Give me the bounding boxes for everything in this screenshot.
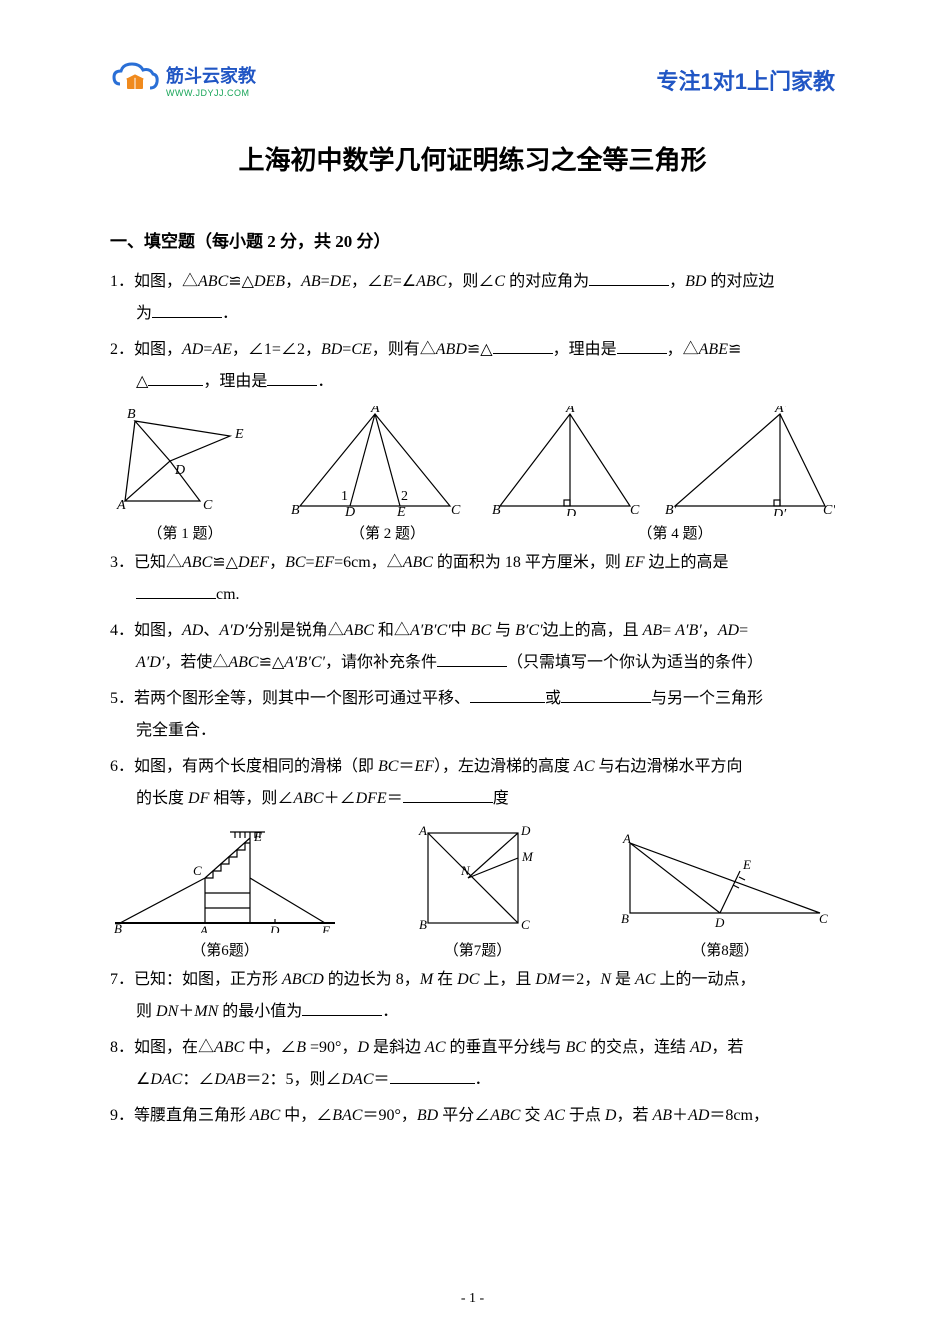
page: 筋斗云家教 WWW.JDYJJ.COM 专注1对1上门家教 上海初中数学几何证明… — [0, 0, 945, 1337]
blank — [589, 267, 669, 286]
blank — [493, 335, 553, 354]
header: 筋斗云家教 WWW.JDYJJ.COM 专注1对1上门家教 — [110, 60, 835, 100]
blank — [302, 997, 382, 1016]
caption: （第7题） — [398, 939, 558, 960]
caption: （第6题） — [110, 939, 340, 960]
svg-text:B: B — [492, 503, 501, 516]
logo-icon — [110, 60, 160, 100]
svg-text:D: D — [565, 507, 576, 516]
svg-text:C: C — [193, 863, 202, 878]
svg-text:E: E — [742, 857, 751, 872]
question-4: 4．如图，AD、A′D′分别是锐角△ABC 和△A′B′C′中 BC 与 B′C… — [110, 615, 835, 679]
question-3: 3．已知△ABC≌△DEF，BC=EF=6cm，△ABC 的面积为 18 平方厘… — [110, 547, 835, 611]
caption-row-1: （第 1 题） （第 2 题） （第 4 题） — [110, 518, 835, 543]
question-1: 1．如图，△ABC≌△DEB，AB=DE，∠E=∠ABC，则∠C 的对应角为，B… — [110, 266, 835, 330]
question-6: 6．如图，有两个长度相同的滑梯（即 BC＝EF），左边滑梯的高度 AC 与右边滑… — [110, 751, 835, 815]
logo-url: WWW.JDYJJ.COM — [166, 88, 256, 98]
svg-text:D′: D′ — [772, 507, 787, 516]
blank — [390, 1065, 475, 1084]
figure-row-2: B A C E D F A D B C M N — [110, 823, 835, 933]
svg-text:B: B — [291, 503, 300, 516]
svg-text:D: D — [269, 923, 280, 933]
svg-text:B: B — [621, 911, 629, 926]
figure-q8: A B C D E — [615, 833, 835, 933]
question-5: 5．若两个图形全等，则其中一个图形可通过平移、或与另一个三角形 完全重合． — [110, 683, 835, 747]
svg-text:M: M — [521, 849, 534, 864]
caption: （第8题） — [615, 939, 835, 960]
svg-text:D: D — [344, 505, 355, 516]
blank — [561, 684, 651, 703]
caption-row-2: （第6题） （第7题） （第8题） — [110, 935, 835, 960]
blank — [470, 684, 545, 703]
page-number: - 1 - — [0, 1291, 945, 1307]
figure-row-1: B E D A C A B D E C 1 2 — [110, 406, 835, 516]
svg-text:D: D — [520, 823, 531, 838]
svg-text:E: E — [253, 829, 262, 844]
svg-text:B′: B′ — [665, 503, 678, 516]
blank — [437, 648, 507, 667]
question-2: 2．如图，AD=AE，∠1=∠2，BD=CE，则有△ABD≌△，理由是，△ABE… — [110, 334, 835, 398]
figure-q6: B A C E D F — [110, 823, 340, 933]
section-heading: 一、填空题（每小题 2 分，共 20 分） — [110, 227, 835, 252]
svg-text:E: E — [396, 505, 406, 516]
blank — [267, 367, 317, 386]
blank — [148, 367, 203, 386]
svg-text:B: B — [127, 407, 136, 422]
page-title: 上海初中数学几何证明练习之全等三角形 — [110, 140, 835, 177]
svg-text:C: C — [819, 911, 828, 926]
svg-text:2: 2 — [401, 489, 408, 504]
svg-text:E: E — [234, 427, 244, 442]
svg-text:A: A — [116, 498, 126, 513]
figure-q1: B E D A C — [115, 406, 255, 516]
svg-text:1: 1 — [341, 489, 348, 504]
blank — [617, 335, 667, 354]
caption: （第 1 题） — [110, 522, 260, 543]
question-8: 8．如图，在△ABC 中，∠B =90°，D 是斜边 AC 的垂直平分线与 BC… — [110, 1032, 835, 1096]
svg-text:A′: A′ — [774, 406, 788, 416]
svg-text:D: D — [714, 915, 725, 930]
svg-text:C: C — [451, 503, 461, 516]
question-9: 9．等腰直角三角形 ABC 中，∠BAC＝90°，BD 平分∠ABC 交 AC … — [110, 1100, 835, 1132]
svg-text:A: A — [565, 406, 575, 416]
svg-text:C′: C′ — [823, 503, 835, 516]
svg-text:A: A — [622, 833, 631, 846]
blank — [136, 580, 216, 599]
caption: （第 4 题） — [515, 522, 835, 543]
svg-text:C: C — [521, 917, 530, 932]
figure-q7: A D B C M N — [403, 823, 553, 933]
figure-q4b: A′ B′ D′ C′ — [665, 406, 835, 516]
svg-text:C: C — [630, 503, 640, 516]
blank — [403, 784, 493, 803]
svg-text:C: C — [203, 498, 213, 513]
svg-text:A: A — [370, 406, 380, 416]
tagline: 专注1对1上门家教 — [657, 64, 835, 96]
svg-text:D: D — [174, 463, 185, 478]
figure-q2: A B D E C 1 2 — [285, 406, 465, 516]
question-7: 7．已知：如图，正方形 ABCD 的边长为 8，M 在 DC 上，且 DM＝2，… — [110, 964, 835, 1028]
logo: 筋斗云家教 WWW.JDYJJ.COM — [110, 60, 256, 100]
blank — [152, 299, 222, 318]
svg-text:A: A — [199, 923, 208, 933]
svg-text:N: N — [460, 863, 471, 878]
logo-text: 筋斗云家教 — [166, 62, 256, 88]
caption: （第 2 题） — [298, 522, 478, 543]
svg-text:B: B — [419, 917, 427, 932]
figure-q4a: A B D C — [490, 406, 640, 516]
svg-text:F: F — [321, 923, 331, 933]
svg-text:A: A — [418, 823, 427, 838]
svg-text:B: B — [114, 921, 122, 933]
